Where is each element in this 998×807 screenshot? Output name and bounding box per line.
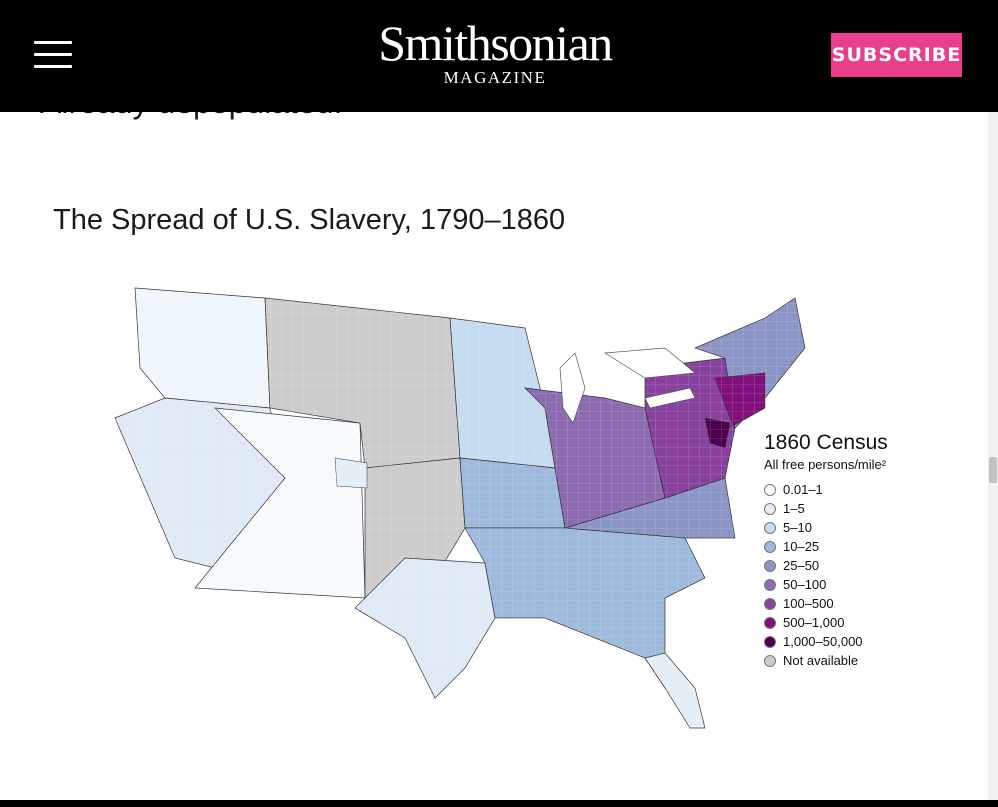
logo-subtitle: MAGAZINE	[443, 68, 547, 87]
legend-title: 1860 Census	[764, 431, 888, 454]
legend-swatch	[764, 635, 776, 648]
figure-title: The Spread of U.S. Slavery, 1790–1860	[53, 204, 566, 236]
legend-item: Not available	[764, 651, 964, 670]
legend-item: 100–500	[764, 594, 964, 613]
legend-item: 5–10	[764, 518, 964, 537]
hamburger-menu-icon[interactable]	[34, 41, 72, 69]
logo-wordmark: Smithsonian	[378, 15, 613, 71]
article-body: Already depopulated.	[0, 112, 988, 800]
legend-swatch	[764, 597, 776, 610]
us-population-map	[105, 258, 825, 738]
legend-swatch	[764, 502, 776, 515]
legend-swatch	[764, 578, 776, 591]
legend-swatch	[764, 616, 776, 629]
legend-item: 50–100	[764, 575, 964, 594]
legend-swatch	[764, 540, 776, 553]
map-legend: 1860 Census All free persons/mile² 0.01–…	[764, 430, 964, 670]
scrollbar-thumb[interactable]	[989, 457, 997, 483]
legend-item: 1–5	[764, 499, 964, 518]
legend-item: 500–1,000	[764, 613, 964, 632]
article-clipped-text: Already depopulated.	[40, 112, 342, 122]
legend-swatch	[764, 521, 776, 534]
legend-swatch	[764, 559, 776, 572]
site-header: Smithsonian MAGAZINE SUBSCRIBE	[0, 0, 998, 112]
legend-item: 1,000–50,000	[764, 632, 964, 651]
bottom-border	[0, 800, 998, 807]
legend-subtitle: All free persons/mile²	[764, 457, 887, 472]
legend-item: 0.01–1	[764, 480, 964, 499]
site-logo[interactable]: Smithsonian MAGAZINE	[350, 16, 640, 86]
legend-swatch	[764, 483, 776, 496]
subscribe-button[interactable]: SUBSCRIBE	[831, 33, 962, 77]
legend-item: 25–50	[764, 556, 964, 575]
legend-swatch	[764, 654, 776, 667]
legend-item: 10–25	[764, 537, 964, 556]
page-scrollbar[interactable]	[988, 112, 998, 800]
